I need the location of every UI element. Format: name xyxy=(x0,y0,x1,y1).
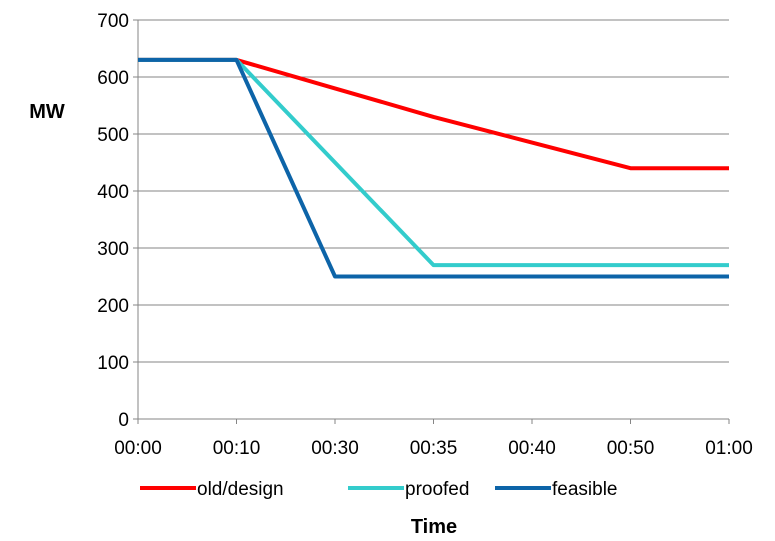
series-line-1 xyxy=(138,57,729,268)
legend: old/design proofed feasible xyxy=(140,479,618,500)
y-tick-label: 700 xyxy=(97,11,129,32)
x-axis-ticks: 00:00 00:10 00:30 00:35 00:40 00:50 01:00 xyxy=(114,419,753,459)
y-tick-label: 200 xyxy=(97,296,129,317)
x-tick-label: 01:00 xyxy=(705,438,753,459)
y-tick-label: 100 xyxy=(97,353,129,374)
y-tick-label: 600 xyxy=(97,68,129,89)
legend-label: feasible xyxy=(552,479,618,500)
gridlines xyxy=(138,19,729,363)
y-tick-label: 0 xyxy=(118,410,129,431)
axes xyxy=(137,20,729,420)
series-line-0 xyxy=(138,57,729,171)
y-tick-label: 300 xyxy=(97,239,129,260)
x-tick-label: 00:30 xyxy=(311,438,359,459)
x-tick-label: 00:40 xyxy=(508,438,556,459)
y-axis-title: MW xyxy=(29,101,65,123)
x-tick-label: 00:10 xyxy=(213,438,261,459)
legend-label: old/design xyxy=(197,479,284,500)
series-lines xyxy=(138,57,729,279)
x-tick-label: 00:00 xyxy=(114,438,162,459)
y-tick-label: 400 xyxy=(97,182,129,203)
legend-label: proofed xyxy=(405,479,469,500)
x-tick-label: 00:50 xyxy=(607,438,655,459)
y-tick-label: 500 xyxy=(97,125,129,146)
x-tick-label: 00:35 xyxy=(410,438,458,459)
x-axis-title: Time xyxy=(411,516,457,538)
series-line-2 xyxy=(138,57,729,279)
y-axis-ticks: 0 100 200 300 400 500 600 700 xyxy=(97,11,138,431)
